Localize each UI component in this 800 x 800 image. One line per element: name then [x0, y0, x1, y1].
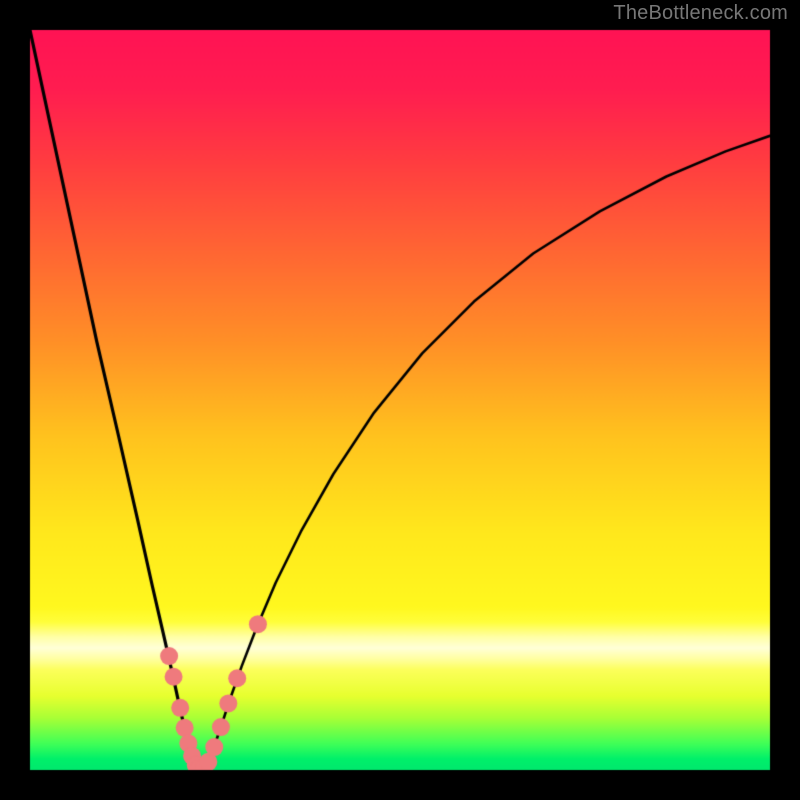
bottleneck-curve-chart [0, 0, 800, 800]
watermark-text: TheBottleneck.com [613, 2, 788, 25]
chart-root: TheBottleneck.com [0, 0, 800, 800]
